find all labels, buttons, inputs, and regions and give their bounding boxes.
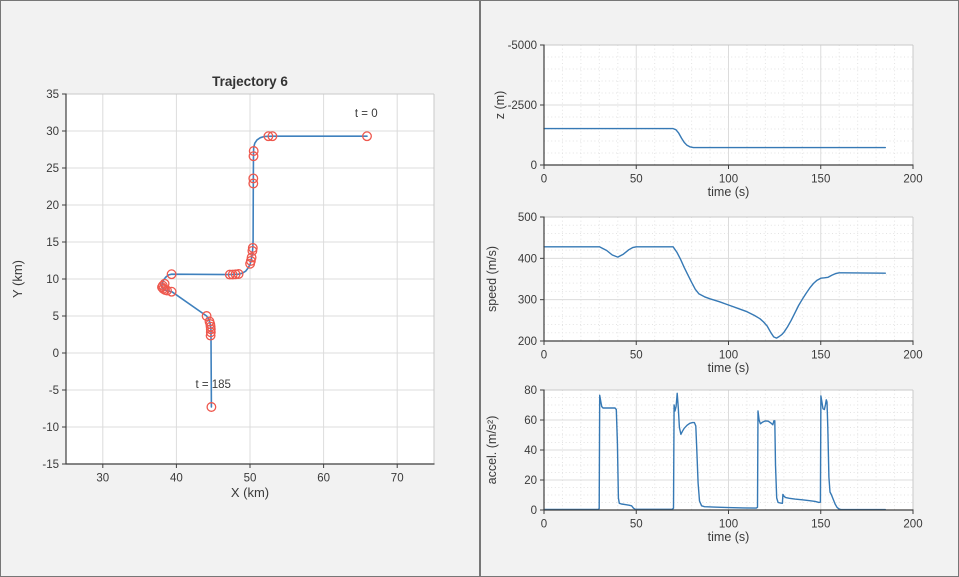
y-tick-label: -15 bbox=[42, 459, 59, 471]
x-tick-label: 100 bbox=[719, 174, 738, 186]
x-axis-label: time (s) bbox=[708, 530, 750, 544]
y-tick-label: 5 bbox=[53, 311, 59, 323]
x-tick-label: 150 bbox=[811, 519, 830, 531]
waypoint-marker bbox=[162, 285, 172, 296]
trajectory-line bbox=[161, 135, 368, 408]
x-tick-label: 0 bbox=[541, 174, 547, 186]
waypoint-marker bbox=[248, 151, 259, 162]
y-tick-label: 500 bbox=[518, 212, 537, 224]
y-tick-label: 35 bbox=[46, 89, 59, 101]
waypoint-marker bbox=[246, 252, 257, 263]
waypoint-marker bbox=[166, 269, 177, 280]
y-tick-label: 20 bbox=[46, 200, 59, 212]
x-tick-label: 100 bbox=[719, 350, 738, 362]
x-axis-label: time (s) bbox=[708, 361, 750, 375]
y-tick-label: -2500 bbox=[508, 100, 537, 112]
waypoint-marker bbox=[267, 131, 278, 142]
y-axis-label: z (m) bbox=[493, 91, 507, 119]
y-tick-label: 20 bbox=[524, 475, 537, 487]
waypoint-marker bbox=[157, 282, 167, 293]
y-tick-label: 0 bbox=[531, 505, 537, 517]
x-tick-label: 50 bbox=[630, 519, 643, 531]
waypoint-marker bbox=[247, 245, 258, 256]
altitude-chart: 0 50 100 150 200 -5000 -2500 0 time (s) z (m) bbox=[493, 40, 923, 199]
waypoint-marker bbox=[166, 286, 177, 297]
y-tick-label: 80 bbox=[524, 385, 537, 397]
x-tick-label: 200 bbox=[903, 350, 922, 362]
y-tick-label: 15 bbox=[46, 237, 59, 249]
waypoint-marker bbox=[205, 330, 216, 341]
y-axis-label: Y (km) bbox=[10, 260, 25, 298]
x-tick-label: 60 bbox=[317, 473, 330, 485]
x-tick-label: 40 bbox=[170, 473, 183, 485]
y-tick-label: 0 bbox=[531, 160, 537, 172]
y-tick-label: 300 bbox=[518, 295, 537, 307]
waypoint-marker bbox=[224, 269, 235, 280]
waypoint-marker bbox=[205, 327, 216, 338]
y-tick-label: 200 bbox=[518, 336, 537, 348]
time-annotation: t = 185 bbox=[195, 379, 231, 391]
waypoint-marker bbox=[248, 178, 259, 189]
x-tick-label: 50 bbox=[630, 174, 643, 186]
y-tick-label: 10 bbox=[46, 274, 59, 286]
x-tick-label: 200 bbox=[903, 519, 922, 531]
waypoint-marker bbox=[263, 131, 274, 142]
waypoint-marker bbox=[248, 173, 259, 184]
y-axis-label: accel. (m/s²) bbox=[485, 416, 499, 485]
z-line bbox=[543, 127, 886, 149]
x-tick-label: 50 bbox=[244, 473, 257, 485]
x-tick-label: 30 bbox=[96, 473, 109, 485]
x-axis-label: time (s) bbox=[708, 185, 750, 199]
time-annotation: t = 0 bbox=[355, 108, 378, 120]
x-tick-label: 0 bbox=[541, 519, 547, 531]
y-tick-label: -5000 bbox=[508, 40, 537, 52]
x-tick-label: 150 bbox=[811, 350, 830, 362]
y-tick-label: 0 bbox=[53, 348, 59, 360]
speed-line bbox=[543, 246, 886, 339]
trajectory-chart: 30 40 50 60 70 -15 -10 -5 0 5 10 15 20 25 30 35 Trajecto… bbox=[10, 74, 435, 500]
y-tick-label: 60 bbox=[524, 415, 537, 427]
y-tick-label: 40 bbox=[524, 445, 537, 457]
x-tick-label: 70 bbox=[391, 473, 404, 485]
x-tick-label: 0 bbox=[541, 350, 547, 362]
speed-chart: 0 50 100 150 200 200 300 400 500 time (s) speed (m… bbox=[485, 212, 923, 375]
x-tick-label: 150 bbox=[811, 174, 830, 186]
y-tick-label: 400 bbox=[518, 253, 537, 265]
x-tick-label: 50 bbox=[630, 350, 643, 362]
waypoint-marker bbox=[248, 146, 259, 156]
y-tick-label: -10 bbox=[42, 422, 59, 434]
accel-chart: 0 50 100 150 200 0 20 40 60 80 time (s) accel. (m/s… bbox=[485, 385, 923, 544]
accel-line bbox=[543, 392, 886, 511]
x-axis-label: X (km) bbox=[231, 485, 269, 500]
x-tick-label: 100 bbox=[719, 519, 738, 531]
waypoint-marker bbox=[362, 131, 372, 142]
y-axis-label: speed (m/s) bbox=[485, 246, 499, 312]
waypoint-marker bbox=[201, 311, 212, 321]
x-tick-label: 200 bbox=[903, 174, 922, 186]
y-tick-label: 30 bbox=[46, 126, 59, 138]
waypoint-marker bbox=[245, 258, 256, 269]
waypoint-marker bbox=[227, 269, 238, 280]
y-tick-label: -5 bbox=[49, 385, 59, 397]
y-tick-label: 25 bbox=[46, 163, 59, 175]
chart-title: Trajectory 6 bbox=[212, 74, 288, 89]
waypoint-marker bbox=[205, 324, 216, 335]
waypoint-marker bbox=[206, 402, 217, 412]
